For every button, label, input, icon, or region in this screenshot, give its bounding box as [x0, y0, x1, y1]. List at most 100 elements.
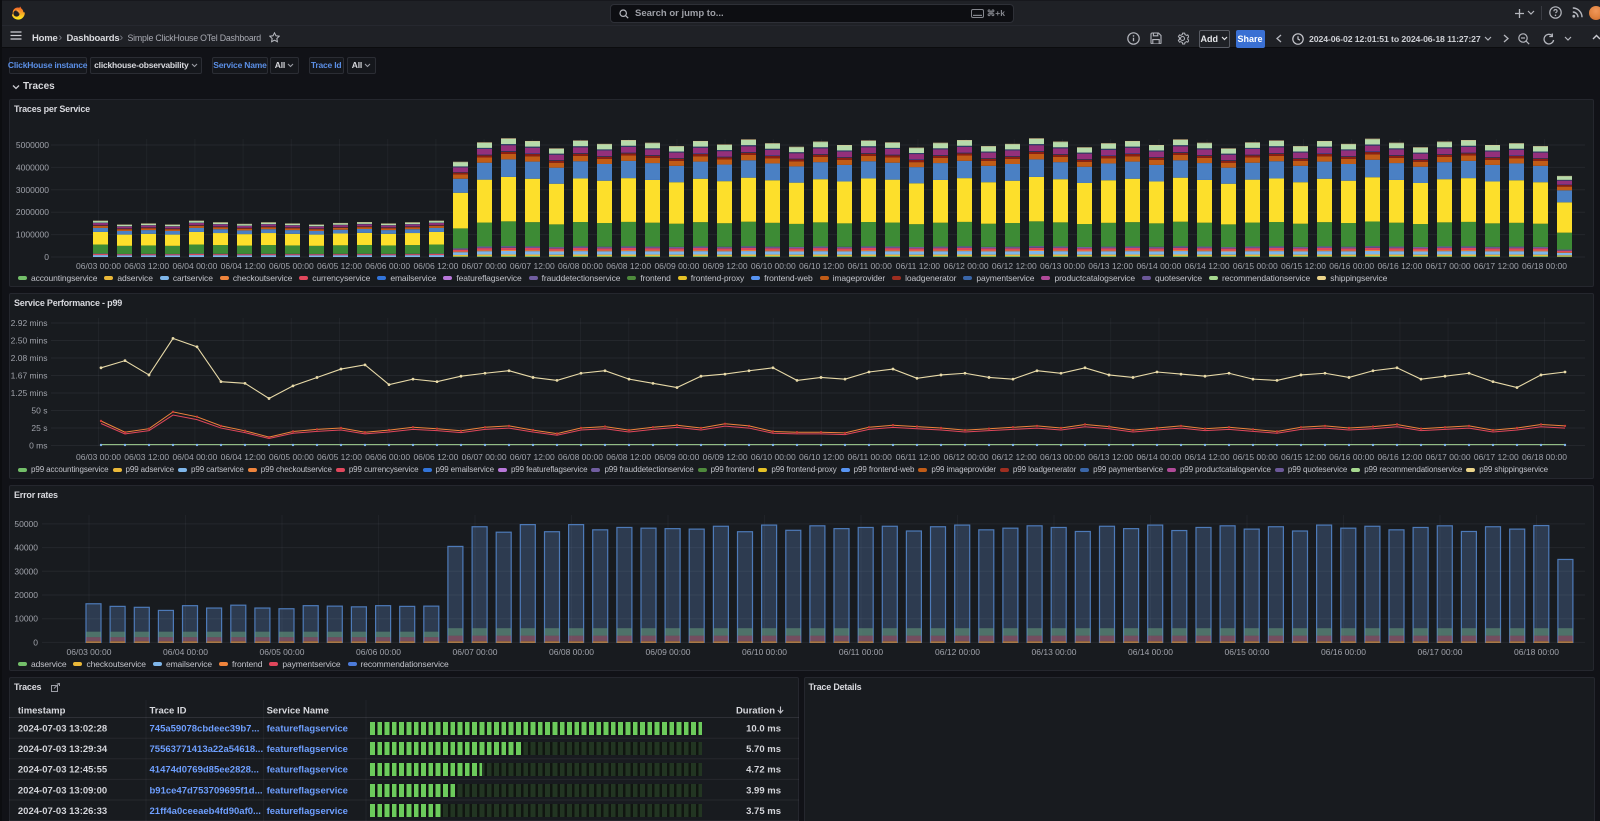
svg-text:06/15 12:00: 06/15 12:00	[1281, 452, 1326, 462]
svg-text:2.50 mins: 2.50 mins	[11, 336, 48, 346]
svg-text:06/06 00:00: 06/06 00:00	[365, 261, 410, 271]
svg-text:06/16 00:00: 06/16 00:00	[1329, 261, 1374, 271]
svg-text:2.92 mins: 2.92 mins	[11, 318, 48, 328]
svg-text:06/08 00:00: 06/08 00:00	[549, 647, 594, 657]
svg-text:1.25 mins: 1.25 mins	[11, 388, 48, 398]
svg-text:featureflagservice: featureflagservice	[267, 806, 348, 817]
svg-text:Trace ID: Trace ID	[150, 706, 187, 717]
svg-text:06/05 00:00: 06/05 00:00	[269, 261, 314, 271]
svg-text:06/15 00:00: 06/15 00:00	[1233, 452, 1278, 462]
svg-text:06/09 00:00: 06/09 00:00	[646, 647, 691, 657]
svg-text:2000000: 2000000	[16, 207, 49, 217]
svg-text:06/11 12:00: 06/11 12:00	[896, 261, 941, 271]
svg-text:06/17 00:00: 06/17 00:00	[1426, 452, 1471, 462]
svg-text:06/13 00:00: 06/13 00:00	[1040, 452, 1085, 462]
svg-text:06/05 00:00: 06/05 00:00	[269, 452, 314, 462]
svg-text:06/13 12:00: 06/13 12:00	[1088, 261, 1133, 271]
svg-text:featureflagservice: featureflagservice	[267, 744, 348, 755]
svg-text:06/06 00:00: 06/06 00:00	[365, 452, 410, 462]
svg-text:06/07 12:00: 06/07 12:00	[510, 261, 555, 271]
svg-text:1.67 mins: 1.67 mins	[11, 371, 48, 381]
svg-text:06/16 12:00: 06/16 12:00	[1377, 261, 1422, 271]
svg-text:0: 0	[44, 252, 49, 262]
svg-text:4.72 ms: 4.72 ms	[746, 765, 781, 776]
svg-text:06/08 00:00: 06/08 00:00	[558, 261, 603, 271]
svg-text:3.99 ms: 3.99 ms	[746, 785, 781, 796]
svg-text:06/05 12:00: 06/05 12:00	[317, 452, 362, 462]
svg-text:featureflagservice: featureflagservice	[267, 785, 348, 796]
svg-text:06/04 12:00: 06/04 12:00	[221, 261, 266, 271]
svg-text:06/09 12:00: 06/09 12:00	[703, 452, 748, 462]
svg-text:06/17 00:00: 06/17 00:00	[1418, 647, 1463, 657]
svg-text:06/11 00:00: 06/11 00:00	[848, 261, 893, 271]
svg-text:06/08 12:00: 06/08 12:00	[606, 452, 651, 462]
svg-text:06/14 12:00: 06/14 12:00	[1185, 261, 1230, 271]
svg-text:4000000: 4000000	[16, 162, 49, 172]
svg-text:0 ms: 0 ms	[29, 441, 47, 451]
svg-text:2024-07-03 12:45:55: 2024-07-03 12:45:55	[18, 765, 108, 776]
svg-text:06/16 12:00: 06/16 12:00	[1377, 452, 1422, 462]
svg-text:06/17 12:00: 06/17 12:00	[1474, 261, 1519, 271]
svg-text:06/07 00:00: 06/07 00:00	[462, 452, 507, 462]
svg-text:06/15 00:00: 06/15 00:00	[1233, 261, 1278, 271]
svg-text:25 s: 25 s	[31, 423, 47, 433]
svg-text:06/10 12:00: 06/10 12:00	[799, 452, 844, 462]
svg-text:06/03 12:00: 06/03 12:00	[124, 452, 169, 462]
svg-text:06/18 00:00: 06/18 00:00	[1522, 452, 1567, 462]
svg-text:06/16 00:00: 06/16 00:00	[1321, 647, 1366, 657]
svg-text:06/16 00:00: 06/16 00:00	[1329, 452, 1374, 462]
svg-text:06/15 12:00: 06/15 12:00	[1281, 261, 1326, 271]
svg-text:06/04 12:00: 06/04 12:00	[221, 452, 266, 462]
svg-text:06/10 00:00: 06/10 00:00	[751, 452, 796, 462]
svg-text:75563771413a22a54618...: 75563771413a22a54618...	[150, 744, 264, 755]
svg-text:featureflagservice: featureflagservice	[267, 765, 348, 776]
svg-text:06/05 00:00: 06/05 00:00	[260, 647, 305, 657]
svg-text:06/06 12:00: 06/06 12:00	[413, 452, 458, 462]
svg-text:06/04 00:00: 06/04 00:00	[172, 452, 217, 462]
svg-text:06/10 00:00: 06/10 00:00	[751, 261, 796, 271]
svg-text:21ff4a0ceeaeb4fd90af0...: 21ff4a0ceeaeb4fd90af0...	[150, 806, 261, 817]
svg-text:41474d0769d85ee2828...: 41474d0769d85ee2828...	[150, 765, 259, 776]
svg-text:06/12 00:00: 06/12 00:00	[944, 261, 989, 271]
svg-text:06/09 00:00: 06/09 00:00	[654, 261, 699, 271]
svg-text:Duration: Duration	[736, 706, 775, 717]
svg-text:1000000: 1000000	[16, 230, 49, 240]
svg-text:Service Name: Service Name	[267, 706, 329, 717]
svg-text:06/08 12:00: 06/08 12:00	[606, 261, 651, 271]
svg-text:40000: 40000	[14, 543, 38, 553]
svg-text:50000: 50000	[14, 519, 38, 529]
svg-text:06/12 12:00: 06/12 12:00	[992, 452, 1037, 462]
svg-text:10.0 ms: 10.0 ms	[746, 724, 781, 735]
svg-text:06/14 00:00: 06/14 00:00	[1136, 261, 1181, 271]
svg-text:06/07 00:00: 06/07 00:00	[453, 647, 498, 657]
svg-text:06/17 00:00: 06/17 00:00	[1426, 261, 1471, 271]
svg-text:2024-07-03 13:02:28: 2024-07-03 13:02:28	[18, 724, 107, 735]
svg-text:06/13 12:00: 06/13 12:00	[1088, 452, 1133, 462]
svg-text:06/06 00:00: 06/06 00:00	[356, 647, 401, 657]
svg-text:timestamp: timestamp	[18, 706, 66, 717]
svg-text:06/07 12:00: 06/07 12:00	[510, 452, 555, 462]
svg-text:06/07 00:00: 06/07 00:00	[462, 261, 507, 271]
svg-text:06/09 00:00: 06/09 00:00	[654, 452, 699, 462]
svg-text:06/13 00:00: 06/13 00:00	[1032, 647, 1077, 657]
svg-text:2.08 mins: 2.08 mins	[11, 353, 48, 363]
svg-text:06/18 00:00: 06/18 00:00	[1522, 261, 1567, 271]
svg-text:06/03 12:00: 06/03 12:00	[124, 261, 169, 271]
svg-text:06/12 00:00: 06/12 00:00	[944, 452, 989, 462]
svg-text:745a59078cbdeec39b7...: 745a59078cbdeec39b7...	[150, 724, 260, 735]
svg-text:06/06 12:00: 06/06 12:00	[413, 261, 458, 271]
svg-text:06/09 12:00: 06/09 12:00	[703, 261, 748, 271]
svg-text:50 s: 50 s	[31, 406, 47, 416]
svg-text:2024-07-03 13:26:33: 2024-07-03 13:26:33	[18, 806, 107, 817]
svg-text:3.75 ms: 3.75 ms	[746, 806, 781, 817]
svg-text:featureflagservice: featureflagservice	[267, 724, 348, 735]
svg-text:06/03 00:00: 06/03 00:00	[67, 647, 112, 657]
svg-text:06/04 00:00: 06/04 00:00	[163, 647, 208, 657]
svg-text:06/12 00:00: 06/12 00:00	[935, 647, 980, 657]
svg-text:06/14 00:00: 06/14 00:00	[1136, 452, 1181, 462]
svg-text:06/04 00:00: 06/04 00:00	[172, 261, 217, 271]
svg-text:06/10 12:00: 06/10 12:00	[799, 261, 844, 271]
svg-text:b91ce47d753709695f1d...: b91ce47d753709695f1d...	[150, 785, 263, 796]
svg-text:2024-07-03 13:29:34: 2024-07-03 13:29:34	[18, 744, 108, 755]
svg-text:06/08 00:00: 06/08 00:00	[558, 452, 603, 462]
